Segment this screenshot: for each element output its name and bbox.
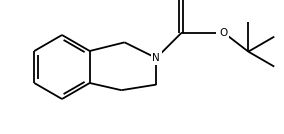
Text: O: O <box>219 28 227 38</box>
Text: N: N <box>152 53 160 63</box>
